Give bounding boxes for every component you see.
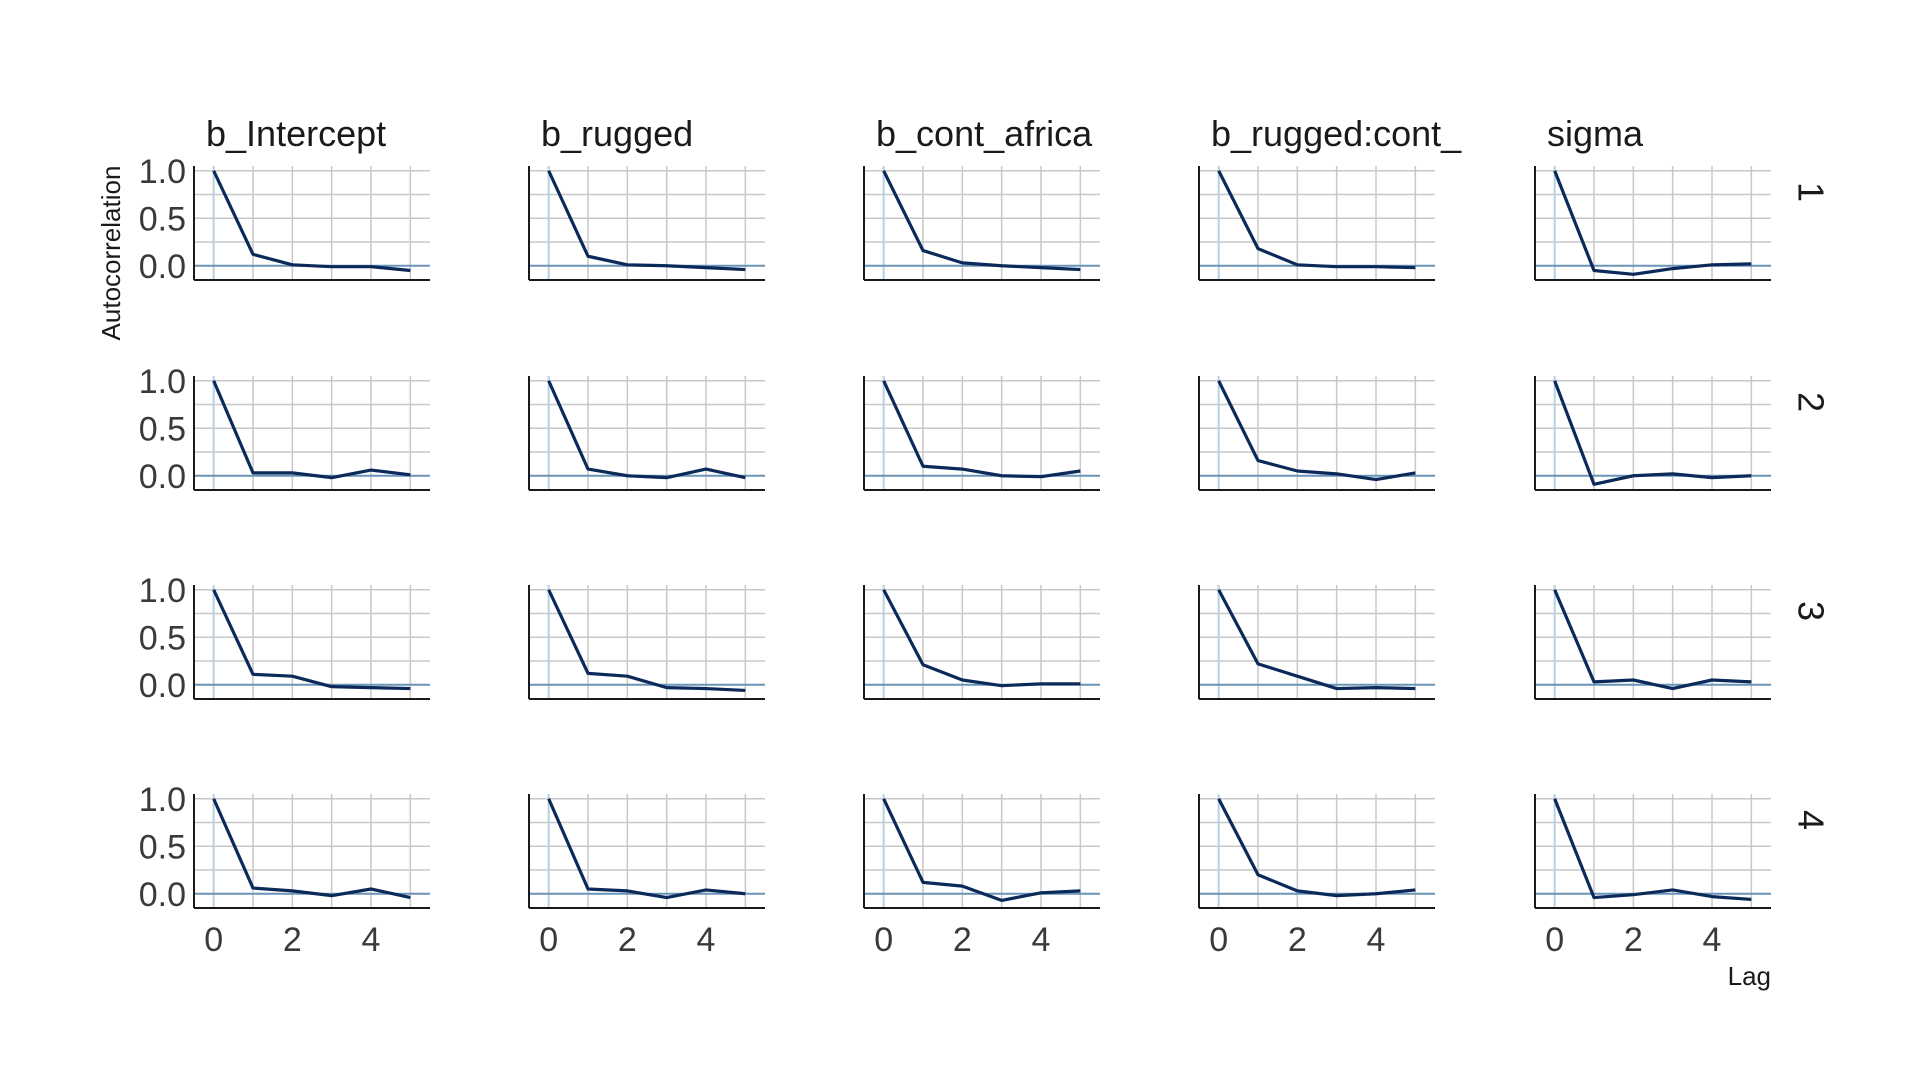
y-tick-label: 0.0 <box>139 458 186 496</box>
panel-r3-c4 <box>1198 585 1435 700</box>
panel-r4-c2: 0 2 4 <box>528 794 765 959</box>
panel-r3-c3 <box>863 585 1100 700</box>
x-tick-label: 4 <box>697 921 716 959</box>
acf-series-line <box>1553 380 1752 486</box>
row-label: 4 <box>1790 810 1831 830</box>
column-title: b_rugged:cont_ <box>1211 113 1462 154</box>
panel-r1-c1: 0.0 0.5 1.0 <box>139 153 430 286</box>
y-tick-label: 0.5 <box>139 410 186 448</box>
acf-series-line <box>1217 798 1416 898</box>
y-tick-label: 0.5 <box>139 200 186 238</box>
y-tick-label: 1.0 <box>139 153 186 191</box>
x-tick-label: 0 <box>874 921 893 959</box>
acf-series-line <box>1217 588 1416 691</box>
x-axis-title: Lag <box>1728 961 1771 991</box>
acf-series-line <box>1553 589 1752 691</box>
y-tick-label: 0.0 <box>139 667 186 705</box>
y-tick-label: 0.5 <box>139 619 186 657</box>
panel-r3-c1: 0.0 0.5 1.0 <box>139 572 430 705</box>
panel-r2-c1: 0.0 0.5 1.0 <box>139 363 430 496</box>
panel-r4-c1: 0.0 0.5 1.0 0 2 4 <box>139 781 430 959</box>
y-tick-label: 1.0 <box>139 781 186 819</box>
x-tick-label: 0 <box>1545 921 1564 959</box>
acf-series-line <box>882 589 1081 688</box>
acf-series-line <box>882 170 1081 272</box>
column-title: b_rugged <box>541 113 693 154</box>
panel-r1-c3 <box>863 166 1100 281</box>
panel-r1-c4 <box>1198 166 1435 281</box>
row-label: 2 <box>1790 392 1831 412</box>
panel-r1-c2 <box>528 166 765 281</box>
acf-series-line <box>1217 170 1416 270</box>
acf-series-line <box>1553 798 1752 902</box>
x-tick-label: 2 <box>953 921 972 959</box>
x-tick-label: 2 <box>618 921 637 959</box>
panel-r2-c4 <box>1198 376 1435 491</box>
panels-layer: 0.00.51.00.00.51.00.00.51.00.00.51.00 2 4 0… <box>139 153 1771 959</box>
acf-series-line <box>1553 170 1752 276</box>
panel-r1-c5 <box>1534 166 1771 281</box>
acf-series-line <box>882 380 1081 479</box>
x-tick-label: 2 <box>1624 921 1643 959</box>
y-tick-label: 0.5 <box>139 828 186 866</box>
x-tick-label: 4 <box>1367 921 1386 959</box>
panel-r3-c2 <box>528 585 765 700</box>
row-label: 1 <box>1790 182 1831 202</box>
x-tick-label: 4 <box>1703 921 1722 959</box>
acf-series-line <box>212 380 411 480</box>
acf-series-line <box>547 798 746 900</box>
x-tick-label: 0 <box>1209 921 1228 959</box>
y-axis-title: Autocorrelation <box>96 166 126 341</box>
acf-series-line <box>547 589 746 693</box>
row-label: 3 <box>1790 601 1831 621</box>
panel-r3-c5 <box>1534 585 1771 700</box>
panel-r4-c4: 0 2 4 <box>1198 794 1435 959</box>
column-title: b_Intercept <box>206 113 386 154</box>
acf-series-line <box>1217 380 1416 482</box>
x-tick-label: 0 <box>539 921 558 959</box>
labels-layer: b_Intercept b_rugged b_cont_africa b_rugged… <box>96 113 1832 991</box>
acf-series-line <box>212 589 411 691</box>
acf-series-line <box>547 380 746 480</box>
x-tick-label: 2 <box>283 921 302 959</box>
x-tick-label: 2 <box>1288 921 1307 959</box>
acf-series-line <box>882 798 1081 903</box>
y-tick-label: 1.0 <box>139 572 186 610</box>
panel-r4-c5: 0 2 4 <box>1534 794 1771 959</box>
acf-series-line <box>212 798 411 900</box>
panel-r2-c5 <box>1534 376 1771 491</box>
panel-r2-c2 <box>528 376 765 491</box>
column-title: b_cont_africa <box>876 113 1093 154</box>
x-tick-label: 4 <box>362 921 381 959</box>
acf-series-line <box>547 170 746 272</box>
panel-r4-c3: 0 2 4 <box>863 794 1100 959</box>
y-tick-label: 1.0 <box>139 363 186 401</box>
x-tick-label: 0 <box>204 921 223 959</box>
x-tick-label: 4 <box>1032 921 1051 959</box>
acf-series-line <box>212 170 411 273</box>
y-tick-label: 0.0 <box>139 248 186 286</box>
column-title: sigma <box>1547 113 1644 154</box>
panel-r2-c3 <box>863 376 1100 491</box>
y-tick-label: 0.0 <box>139 876 186 914</box>
